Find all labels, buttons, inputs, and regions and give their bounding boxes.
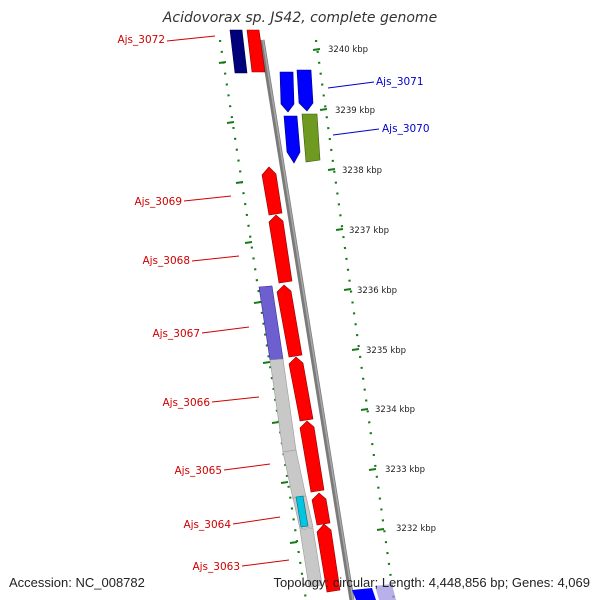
gene-Ajs_3072[interactable] [229,29,266,74]
gene-Ajs_3069[interactable] [261,166,283,216]
ruler-label-3233: 3233 kbp [385,465,425,475]
ruler-label-3234: 3234 kbp [375,405,415,415]
ruler-label-3237: 3237 kbp [349,226,389,236]
ruler-label-3238: 3238 kbp [342,166,382,176]
reverse-label-leaders [327,81,380,136]
genome-summary-text: Topology: circular; Length: 4,448,856 bp… [273,575,590,590]
gene-label-Ajs_3067[interactable]: Ajs_3067 [152,328,200,340]
gene-partial-bottom [352,584,396,600]
accession-text: Accession: NC_008782 [9,575,145,590]
genome-backbone [259,39,355,600]
gene-Ajs_3070[interactable] [283,113,321,164]
gene-Ajs_3063[interactable] [299,523,341,593]
map-title: Acidovorax sp. JS42, complete genome [162,10,437,26]
gene-label-Ajs_3063[interactable]: Ajs_3063 [192,561,240,573]
gene-label-Ajs_3072[interactable]: Ajs_3072 [117,34,165,46]
gene-Ajs_3067[interactable] [258,284,303,361]
outer-major-ticks [312,48,385,531]
gene-label-Ajs_3071[interactable]: Ajs_3071 [376,76,424,88]
gene-label-Ajs_3064[interactable]: Ajs_3064 [183,519,231,531]
inner-major-ticks [218,61,298,544]
gene-label-Ajs_3068[interactable]: Ajs_3068 [142,255,190,267]
ruler-label-3232: 3232 kbp [396,524,436,534]
ruler-label-3236: 3236 kbp [357,286,397,296]
gene-label-Ajs_3065[interactable]: Ajs_3065 [174,465,222,477]
ruler-label-3235: 3235 kbp [366,346,406,356]
gene-label-Ajs_3069[interactable]: Ajs_3069 [134,196,182,208]
gene-Ajs_3064[interactable] [292,492,331,530]
ruler-label-3239: 3239 kbp [335,106,375,116]
gene-Ajs_3066[interactable] [269,356,314,453]
gene-label-Ajs_3066[interactable]: Ajs_3066 [162,397,210,409]
forward-label-leaders [166,35,290,567]
ruler-label-3240: 3240 kbp [328,45,368,55]
gene-label-Ajs_3070[interactable]: Ajs_3070 [382,123,430,135]
gene-Ajs_3068[interactable] [268,214,293,284]
gene-Ajs_3071[interactable] [279,69,314,113]
